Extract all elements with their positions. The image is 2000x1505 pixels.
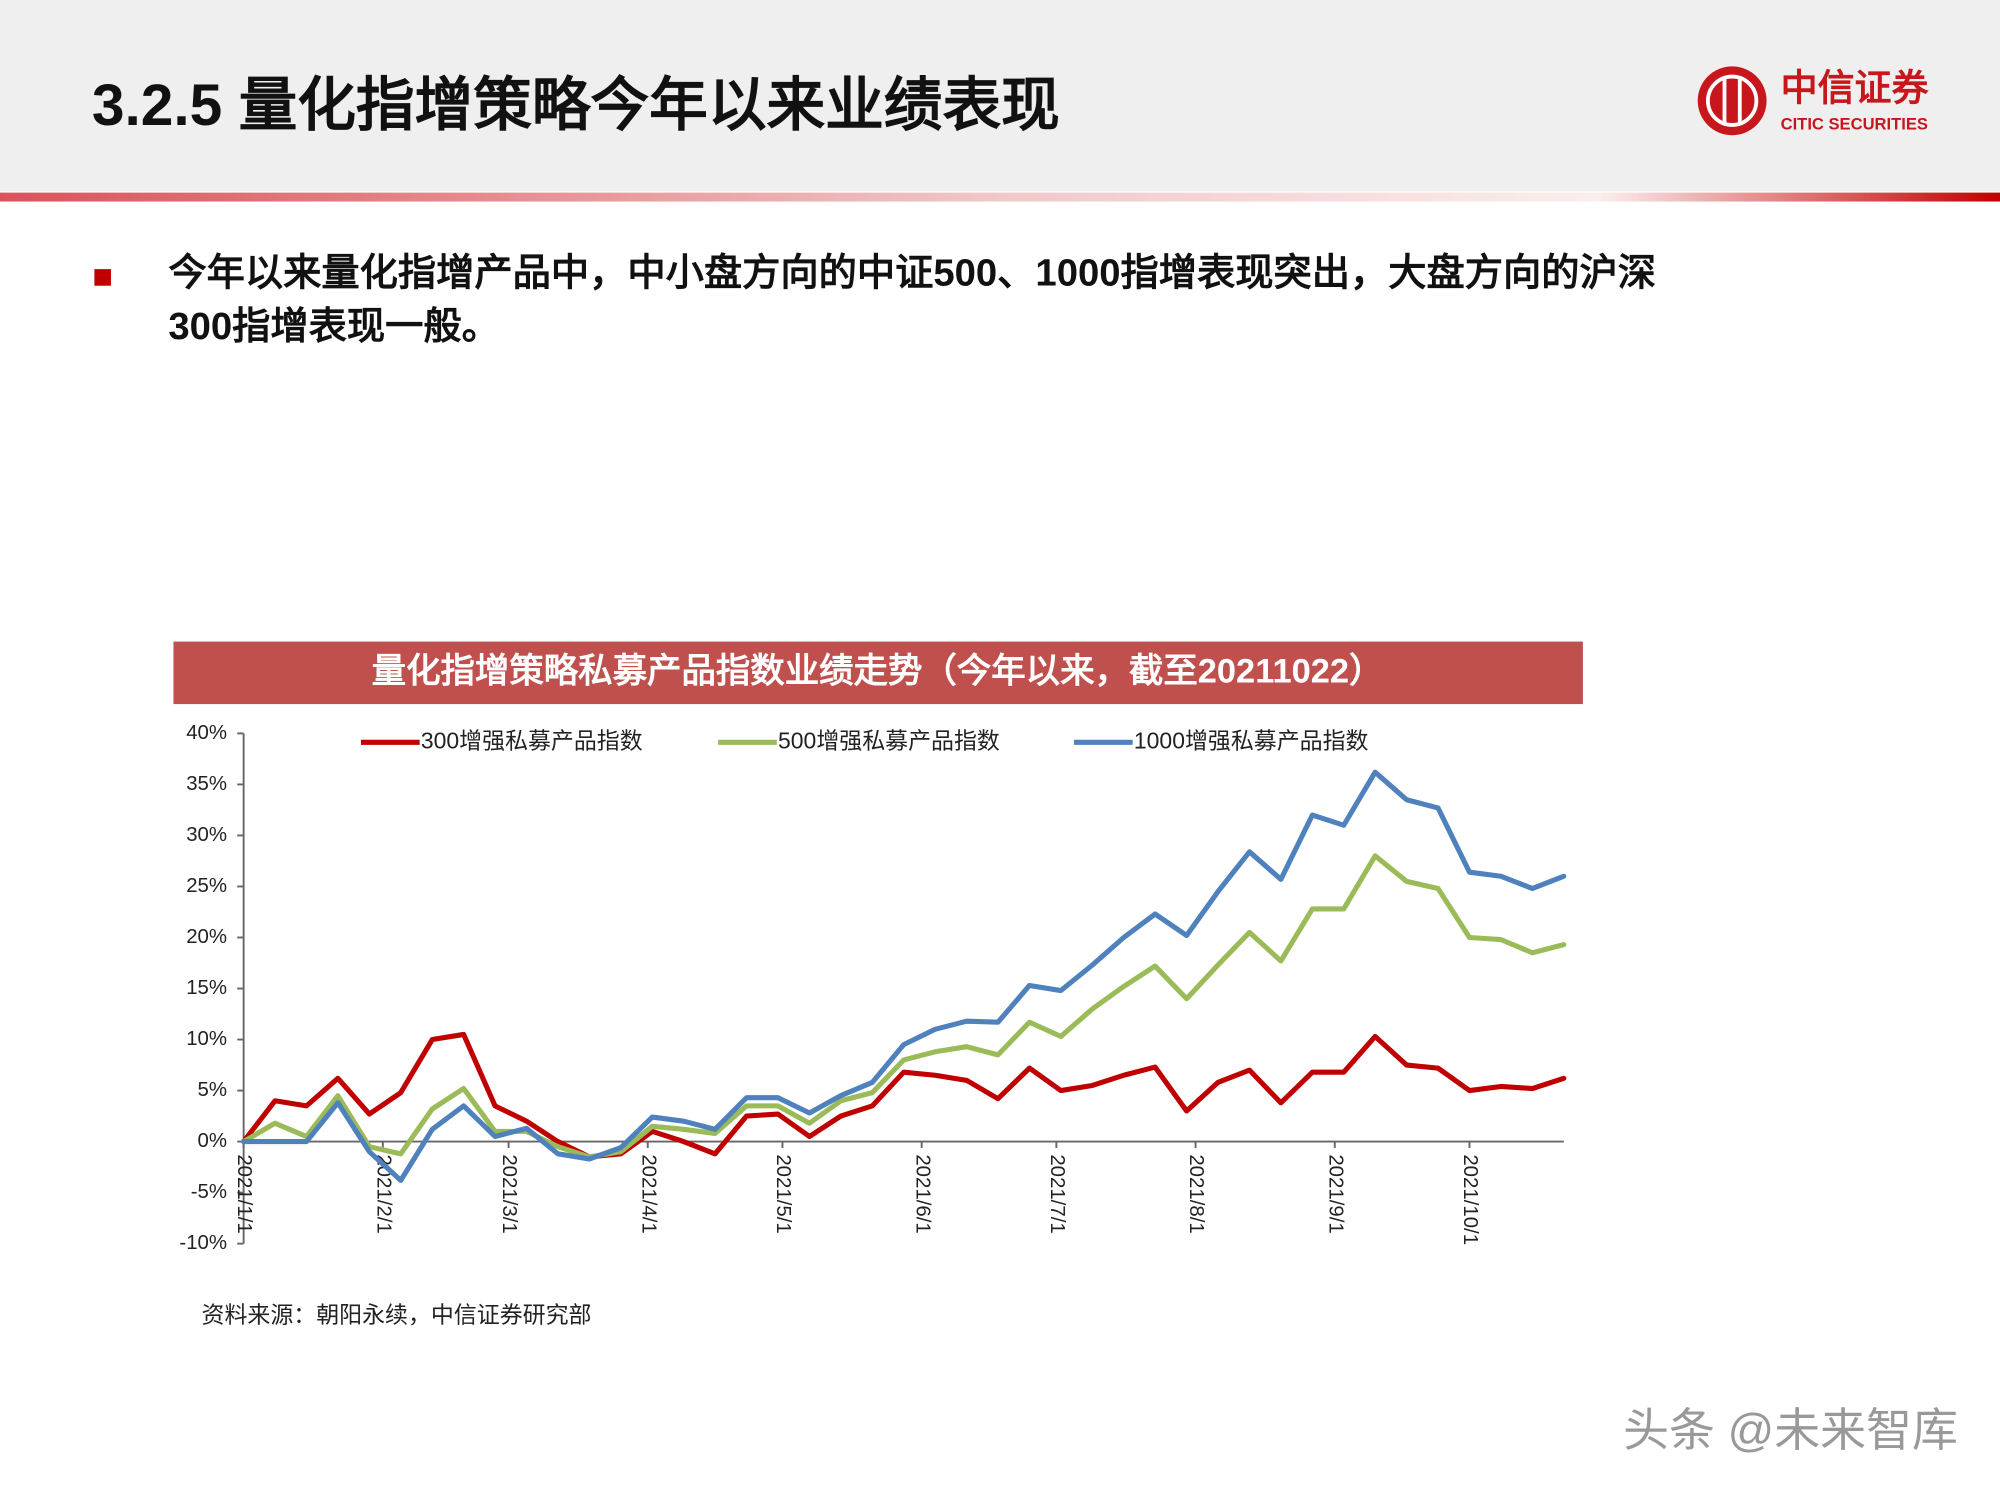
y-tick-label: 0%	[198, 1130, 227, 1152]
x-tick-label: 2021/6/1	[911, 1154, 933, 1233]
x-tick-label: 2021/10/1	[1459, 1154, 1481, 1245]
logo: 中信证券 CITIC SECURITIES	[1697, 66, 1930, 136]
series-line	[241, 853, 1567, 1160]
series-line	[241, 769, 1567, 1183]
y-tick-label: 15%	[186, 977, 227, 999]
x-tick-label: 2021/7/1	[1046, 1154, 1068, 1233]
x-tick-label: 2021/2/1	[372, 1154, 394, 1233]
x-tick-label: 2021/5/1	[772, 1154, 794, 1233]
y-tick-label: 40%	[186, 722, 227, 744]
slide-title: 3.2.5 量化指增策略今年以来业绩表现	[92, 73, 1060, 138]
legend-label: 500增强私募产品指数	[778, 727, 1000, 753]
y-tick-label: 20%	[186, 926, 227, 948]
bullet-line: 300指增表现一般。	[168, 305, 500, 348]
series-line	[241, 1031, 1567, 1160]
header-band	[0, 0, 2000, 192]
y-tick-label: 25%	[186, 875, 227, 897]
x-tick-label: 2021/1/1	[233, 1154, 255, 1233]
y-tick-label: 35%	[186, 773, 227, 795]
logo-en: CITIC SECURITIES	[1781, 114, 1928, 133]
y-tick-label: 10%	[186, 1028, 227, 1050]
x-tick-label: 2021/3/1	[498, 1154, 520, 1233]
legend-label: 300增强私募产品指数	[421, 727, 643, 753]
y-tick-label: 5%	[198, 1079, 227, 1101]
x-tick-label: 2021/9/1	[1324, 1154, 1346, 1233]
chart-title-band	[173, 641, 1583, 705]
watermark: 头条 @未来智库	[1623, 1404, 1958, 1456]
chart-title: 量化指增策略私募产品指数业绩走势（今年以来，截至20211022）	[372, 652, 1384, 691]
y-tick-label: 30%	[186, 824, 227, 846]
y-tick-label: -5%	[191, 1181, 227, 1203]
legend-label: 1000增强私募产品指数	[1134, 727, 1369, 753]
header-rule	[0, 192, 2000, 202]
y-tick-label: -10%	[179, 1232, 227, 1254]
bullet-line: 今年以来量化指增产品中，中小盘方向的中证500、1000指增表现突出，大盘方向的…	[168, 251, 1656, 295]
logo-cn: 中信证券	[1781, 67, 1930, 108]
bullet-marker	[94, 269, 111, 286]
x-tick-label: 2021/8/1	[1185, 1154, 1207, 1233]
plot: -10% -5% 0% 5% 10% 15% 20% 25% 30% 35% 40% 2021/1/1…	[179, 722, 1567, 1254]
source-note: 资料来源：朝阳永续，中信证券研究部	[202, 1301, 592, 1327]
x-tick-label: 2021/4/1	[637, 1154, 659, 1233]
